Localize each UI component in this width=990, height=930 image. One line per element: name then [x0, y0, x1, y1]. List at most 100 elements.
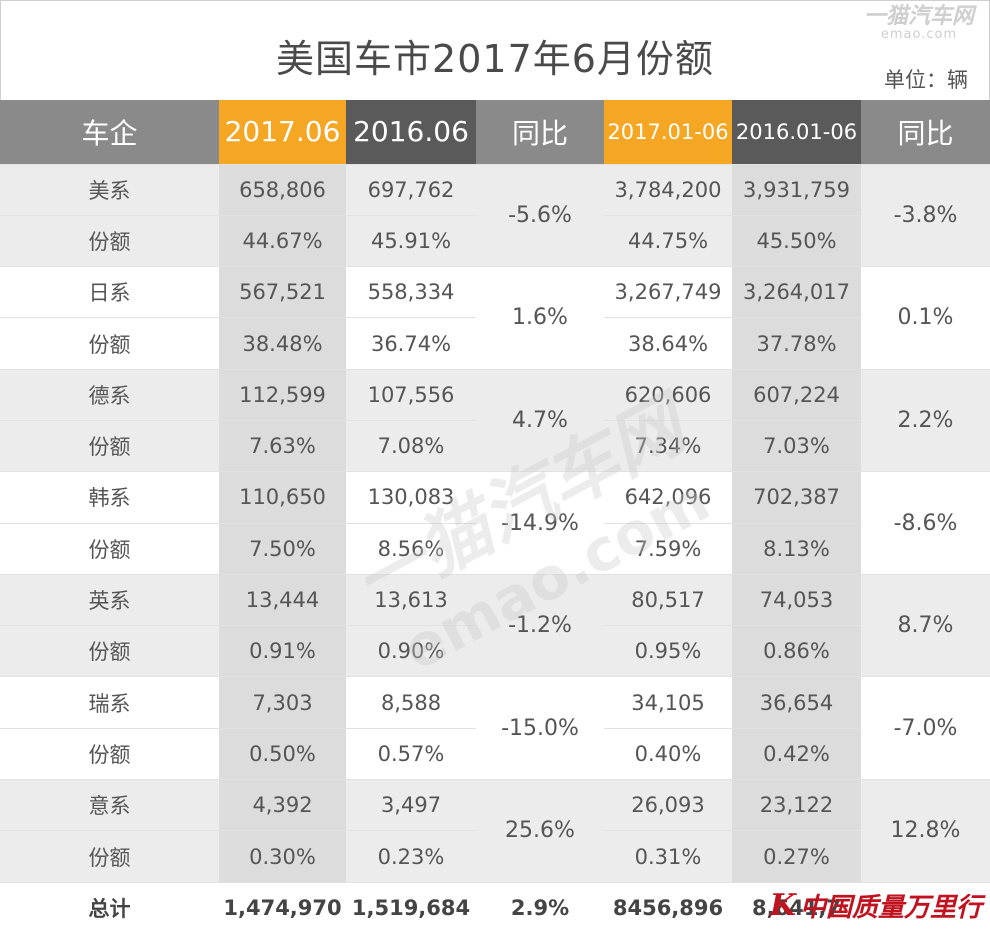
share-cell: 7.34% — [604, 419, 732, 472]
value-cell: 567,521 — [219, 266, 346, 318]
total-row: 总计 1,474,970 1,519,684 2.9% 8456,896 8,641,7 — [0, 881, 990, 930]
corner-logo-text: 中国质量万里行 — [799, 892, 982, 923]
share-label: 份额 — [0, 522, 219, 575]
value-cell: 13,444 — [219, 573, 346, 626]
share-label: 份额 — [0, 830, 219, 883]
value-cell: 13,613 — [346, 573, 476, 626]
region-label: 美系 — [0, 163, 219, 216]
value-cell: 3,264,017 — [732, 266, 861, 318]
share-label: 份额 — [0, 317, 219, 370]
table-row: 日系 567,521 558,334 1.6% 3,267,749 3,264,017 0.… — [0, 266, 990, 370]
header-row: 车企 2017.06 2016.06 同比 2017.01-06 2016.01… — [0, 100, 990, 164]
share-cell: 0.30% — [219, 830, 346, 883]
value-cell: 23,122 — [732, 779, 861, 831]
total-cell: 8456,896 — [604, 881, 732, 930]
share-label: 份额 — [0, 214, 219, 267]
yoy-month-cell: -5.6% — [476, 163, 604, 267]
share-cell: 0.57% — [346, 727, 476, 780]
table-row: 韩系 110,650 130,083 -14.9% 642,096 702,387 -8.6… — [0, 471, 990, 575]
value-cell: 110,650 — [219, 471, 346, 524]
share-cell: 38.48% — [219, 317, 346, 370]
table-row: 份额 7.63% 7.08% 7.34% 7.03% — [0, 419, 990, 472]
region-label: 德系 — [0, 368, 219, 421]
share-cell: 0.40% — [604, 727, 732, 780]
table-row: 意系 4,392 3,497 25.6% 26,093 23,122 12.8% — [0, 779, 990, 883]
table-row: 德系 112,599 107,556 4.7% 620,606 607,224 2.2% — [0, 368, 990, 472]
share-cell: 0.42% — [732, 727, 861, 780]
value-cell: 4,392 — [219, 779, 346, 831]
total-cell: 1,519,684 — [346, 881, 476, 930]
share-cell: 0.86% — [732, 625, 861, 677]
value-cell: 697,762 — [346, 163, 476, 216]
table-row: 份额 44.67% 45.91% 44.75% 45.50% — [0, 214, 990, 267]
value-cell: 3,931,759 — [732, 163, 861, 216]
total-cell-blank — [861, 881, 990, 930]
yoy-ytd-cell: 8.7% — [861, 573, 990, 677]
share-label: 份额 — [0, 419, 219, 472]
value-cell: 3,267,749 — [604, 266, 732, 318]
value-cell: 7,303 — [219, 676, 346, 729]
table-row: 份额 0.50% 0.57% 0.40% 0.42% — [0, 727, 990, 780]
value-cell: 130,083 — [346, 471, 476, 524]
share-cell: 38.64% — [604, 317, 732, 370]
title-bar: 美国车市2017年6月份额 单位：辆 一猫汽车网 emao.com — [0, 0, 990, 100]
share-cell: 0.31% — [604, 830, 732, 883]
emao-logo: 一猫汽车网 emao.com — [864, 6, 974, 42]
value-cell: 702,387 — [732, 471, 861, 524]
share-cell: 36.74% — [346, 317, 476, 370]
table-row: 份额 0.30% 0.23% 0.31% 0.27% — [0, 830, 990, 883]
table-row: 份额 38.48% 36.74% 38.64% 37.78% — [0, 317, 990, 370]
share-label: 份额 — [0, 625, 219, 677]
region-label: 瑞系 — [0, 676, 219, 729]
share-cell: 37.78% — [732, 317, 861, 370]
yoy-ytd-cell: 0.1% — [861, 266, 990, 370]
region-label: 日系 — [0, 266, 219, 318]
region-label: 意系 — [0, 779, 219, 831]
value-cell: 3,784,200 — [604, 163, 732, 216]
yoy-month-cell: -14.9% — [476, 471, 604, 575]
page-title: 美国车市2017年6月份额 — [276, 37, 714, 81]
total-cell: 总计 — [0, 881, 219, 930]
share-cell: 7.59% — [604, 522, 732, 575]
yoy-month-cell: 1.6% — [476, 266, 604, 370]
yoy-ytd-cell: -7.0% — [861, 676, 990, 780]
table-row: 份额 0.91% 0.90% 0.95% 0.86% — [0, 625, 990, 677]
yoy-ytd-cell: -8.6% — [861, 471, 990, 575]
share-cell: 44.67% — [219, 214, 346, 267]
share-cell: 8.56% — [346, 522, 476, 575]
value-cell: 607,224 — [732, 368, 861, 421]
table-row: 英系 13,444 13,613 -1.2% 80,517 74,053 8.7% — [0, 573, 990, 677]
table-row: 瑞系 7,303 8,588 -15.0% 34,105 36,654 -7.0% — [0, 676, 990, 780]
value-cell: 112,599 — [219, 368, 346, 421]
yoy-ytd-cell: -3.8% — [861, 163, 990, 267]
share-cell: 7.63% — [219, 419, 346, 472]
value-cell: 658,806 — [219, 163, 346, 216]
header-cell: 同比 — [861, 100, 990, 164]
total-cell: 1,474,970 — [219, 881, 346, 930]
value-cell: 34,105 — [604, 676, 732, 729]
total-cell: 2.9% — [476, 881, 604, 930]
share-cell: 0.95% — [604, 625, 732, 677]
value-cell: 3,497 — [346, 779, 476, 831]
region-label: 英系 — [0, 573, 219, 626]
share-cell: 7.50% — [219, 522, 346, 575]
corner-logo-mark: K — [769, 887, 796, 923]
corner-logo: K 中国质量万里行 — [770, 884, 982, 926]
value-cell: 642,096 — [604, 471, 732, 524]
value-cell: 558,334 — [346, 266, 476, 318]
share-cell: 8.13% — [732, 522, 861, 575]
value-cell: 80,517 — [604, 573, 732, 626]
value-cell: 36,654 — [732, 676, 861, 729]
header-cell: 2016.06 — [346, 100, 476, 164]
share-table: 车企 2017.06 2016.06 同比 2017.01-06 2016.01… — [0, 100, 990, 930]
share-cell: 44.75% — [604, 214, 732, 267]
header-cell: 车企 — [0, 100, 219, 164]
share-cell: 0.23% — [346, 830, 476, 883]
share-cell: 7.03% — [732, 419, 861, 472]
value-cell: 620,606 — [604, 368, 732, 421]
yoy-month-cell: 4.7% — [476, 368, 604, 472]
value-cell: 26,093 — [604, 779, 732, 831]
share-cell: 45.50% — [732, 214, 861, 267]
share-cell: 0.90% — [346, 625, 476, 677]
region-label: 韩系 — [0, 471, 219, 524]
